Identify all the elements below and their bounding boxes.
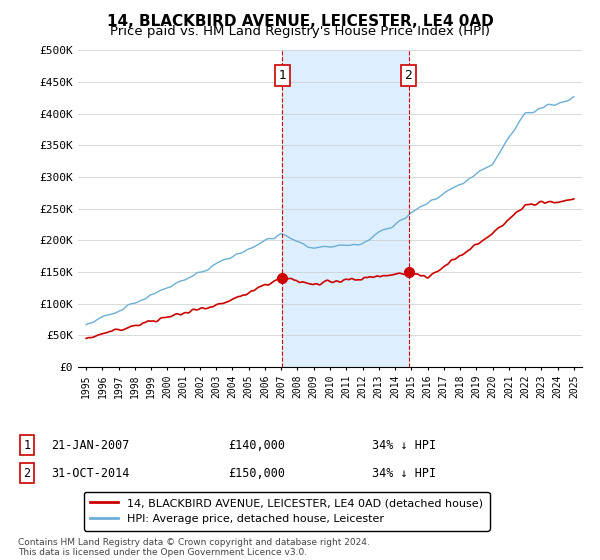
- Text: 1: 1: [23, 438, 31, 452]
- Legend: 14, BLACKBIRD AVENUE, LEICESTER, LE4 0AD (detached house), HPI: Average price, d: 14, BLACKBIRD AVENUE, LEICESTER, LE4 0AD…: [83, 492, 490, 530]
- Text: 34% ↓ HPI: 34% ↓ HPI: [372, 438, 436, 452]
- Text: £150,000: £150,000: [228, 466, 285, 480]
- Text: 31-OCT-2014: 31-OCT-2014: [51, 466, 130, 480]
- Text: 34% ↓ HPI: 34% ↓ HPI: [372, 466, 436, 480]
- Text: 2: 2: [404, 69, 412, 82]
- Bar: [282, 50, 409, 367]
- Text: Price paid vs. HM Land Registry's House Price Index (HPI): Price paid vs. HM Land Registry's House …: [110, 25, 490, 38]
- Text: Contains HM Land Registry data © Crown copyright and database right 2024.
This d: Contains HM Land Registry data © Crown c…: [18, 538, 370, 557]
- Text: 21-JAN-2007: 21-JAN-2007: [51, 438, 130, 452]
- Text: 14, BLACKBIRD AVENUE, LEICESTER, LE4 0AD: 14, BLACKBIRD AVENUE, LEICESTER, LE4 0AD: [107, 14, 493, 29]
- Text: 1: 1: [278, 69, 286, 82]
- Text: £140,000: £140,000: [228, 438, 285, 452]
- Text: 2: 2: [23, 466, 31, 480]
